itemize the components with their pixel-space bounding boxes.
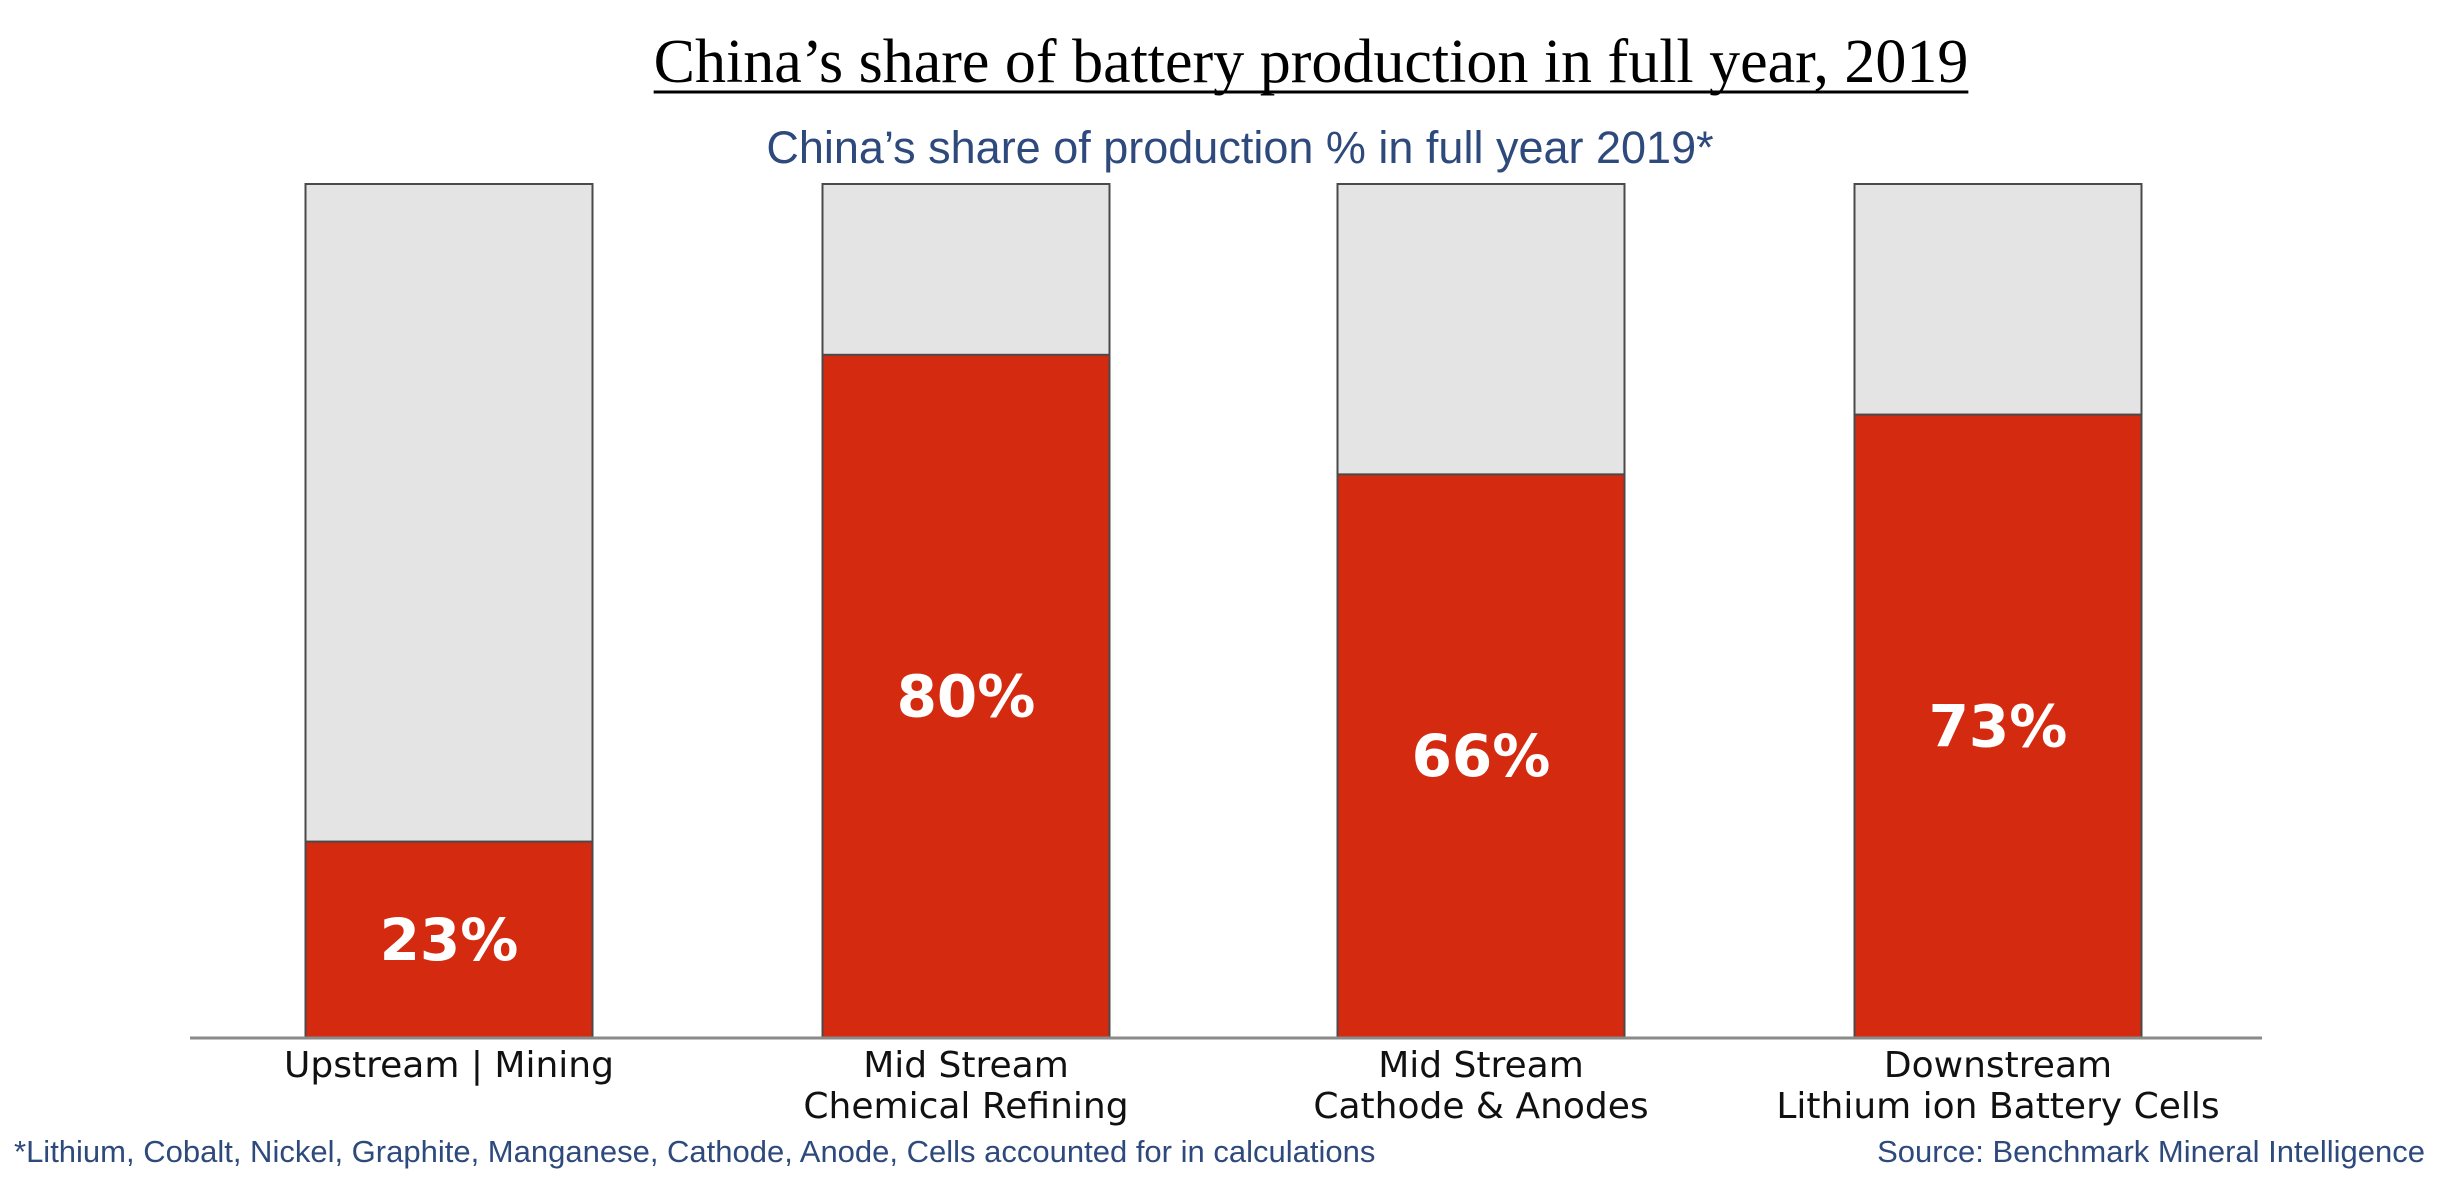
category-label-line: Mid Stream bbox=[1378, 1045, 1584, 1086]
chart-title: China’s share of battery production in f… bbox=[654, 28, 1969, 96]
bar bbox=[1336, 473, 1626, 1039]
bar-value-label: 73% bbox=[1929, 692, 2068, 760]
category-label: Downstream Lithium ion Battery Cells bbox=[1776, 1045, 2219, 1127]
source-text: Source: Benchmark Mineral Intelligence bbox=[1877, 1134, 2425, 1169]
category-label-line: Downstream bbox=[1884, 1045, 2112, 1086]
category-label-line: Upstream | Mining bbox=[284, 1045, 614, 1086]
category-label-line: Chemical Refining bbox=[803, 1086, 1128, 1127]
category-label: Mid Stream Chemical Refining bbox=[803, 1045, 1128, 1127]
category-label-line: Cathode & Anodes bbox=[1313, 1086, 1648, 1127]
bar bbox=[821, 353, 1111, 1039]
bar bbox=[1853, 413, 2143, 1039]
bar bbox=[304, 840, 594, 1040]
footnote-text: *Lithium, Cobalt, Nickel, Graphite, Mang… bbox=[14, 1134, 1375, 1169]
bars-group: 23% 80% 66% 73% bbox=[304, 183, 2143, 1040]
category-label-line: Lithium ion Battery Cells bbox=[1776, 1086, 2219, 1127]
bar-value-label: 80% bbox=[897, 662, 1036, 730]
category-label: Upstream | Mining bbox=[284, 1045, 614, 1086]
category-label: Mid Stream Cathode & Anodes bbox=[1313, 1045, 1648, 1127]
category-labels-group: Upstream | Mining Mid Stream Chemical Refi… bbox=[284, 1045, 2220, 1127]
category-label-line: Mid Stream bbox=[863, 1045, 1069, 1086]
chart-subtitle: China’s share of production % in full ye… bbox=[766, 122, 1713, 173]
bar-value-label: 23% bbox=[380, 906, 519, 974]
bar-value-label: 66% bbox=[1412, 722, 1551, 790]
